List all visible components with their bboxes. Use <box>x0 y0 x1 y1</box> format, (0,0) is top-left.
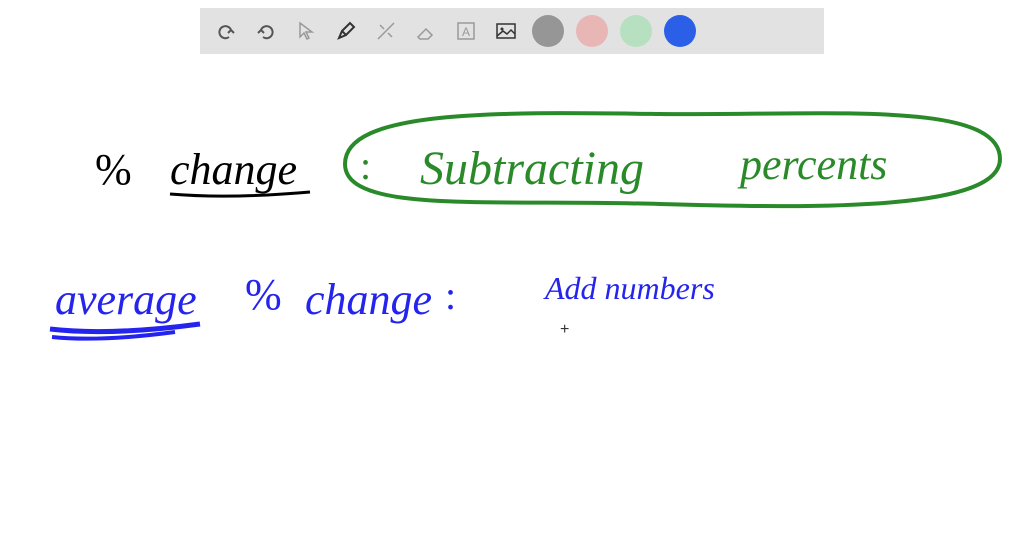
pointer-button[interactable] <box>288 13 324 49</box>
image-button[interactable] <box>488 13 524 49</box>
colon-1: : <box>360 143 371 188</box>
pen-icon <box>334 19 358 43</box>
image-icon <box>494 19 518 43</box>
text-button[interactable]: A <box>448 13 484 49</box>
color-gray[interactable] <box>532 15 564 47</box>
average-text: average <box>55 275 197 324</box>
color-pink[interactable] <box>576 15 608 47</box>
eraser-icon <box>414 19 438 43</box>
pointer-icon <box>294 19 318 43</box>
subtracting-text: Subtracting <box>420 142 644 195</box>
undo-button[interactable] <box>208 13 244 49</box>
color-blue[interactable] <box>664 15 696 47</box>
pen-button[interactable] <box>328 13 364 49</box>
change-text-1: change <box>170 145 297 194</box>
percents-text: percents <box>737 140 887 189</box>
undo-icon <box>214 19 238 43</box>
tools-button[interactable] <box>368 13 404 49</box>
text-icon: A <box>454 19 478 43</box>
redo-button[interactable] <box>248 13 284 49</box>
plus-mark: + <box>560 321 569 338</box>
toolbar: A <box>200 8 824 54</box>
whiteboard-canvas[interactable]: % change : Subtracting percents average … <box>0 54 1024 550</box>
redo-icon <box>254 19 278 43</box>
underline-average <box>50 324 200 332</box>
change-text-2: change <box>305 275 432 324</box>
color-green[interactable] <box>620 15 652 47</box>
percent-symbol-1: % <box>95 145 132 194</box>
add-numbers-text: Add numbers <box>543 270 715 306</box>
tools-icon <box>374 19 398 43</box>
eraser-button[interactable] <box>408 13 444 49</box>
svg-text:A: A <box>462 25 470 39</box>
percent-symbol-2: % <box>245 270 282 319</box>
colon-2: : <box>445 273 456 318</box>
